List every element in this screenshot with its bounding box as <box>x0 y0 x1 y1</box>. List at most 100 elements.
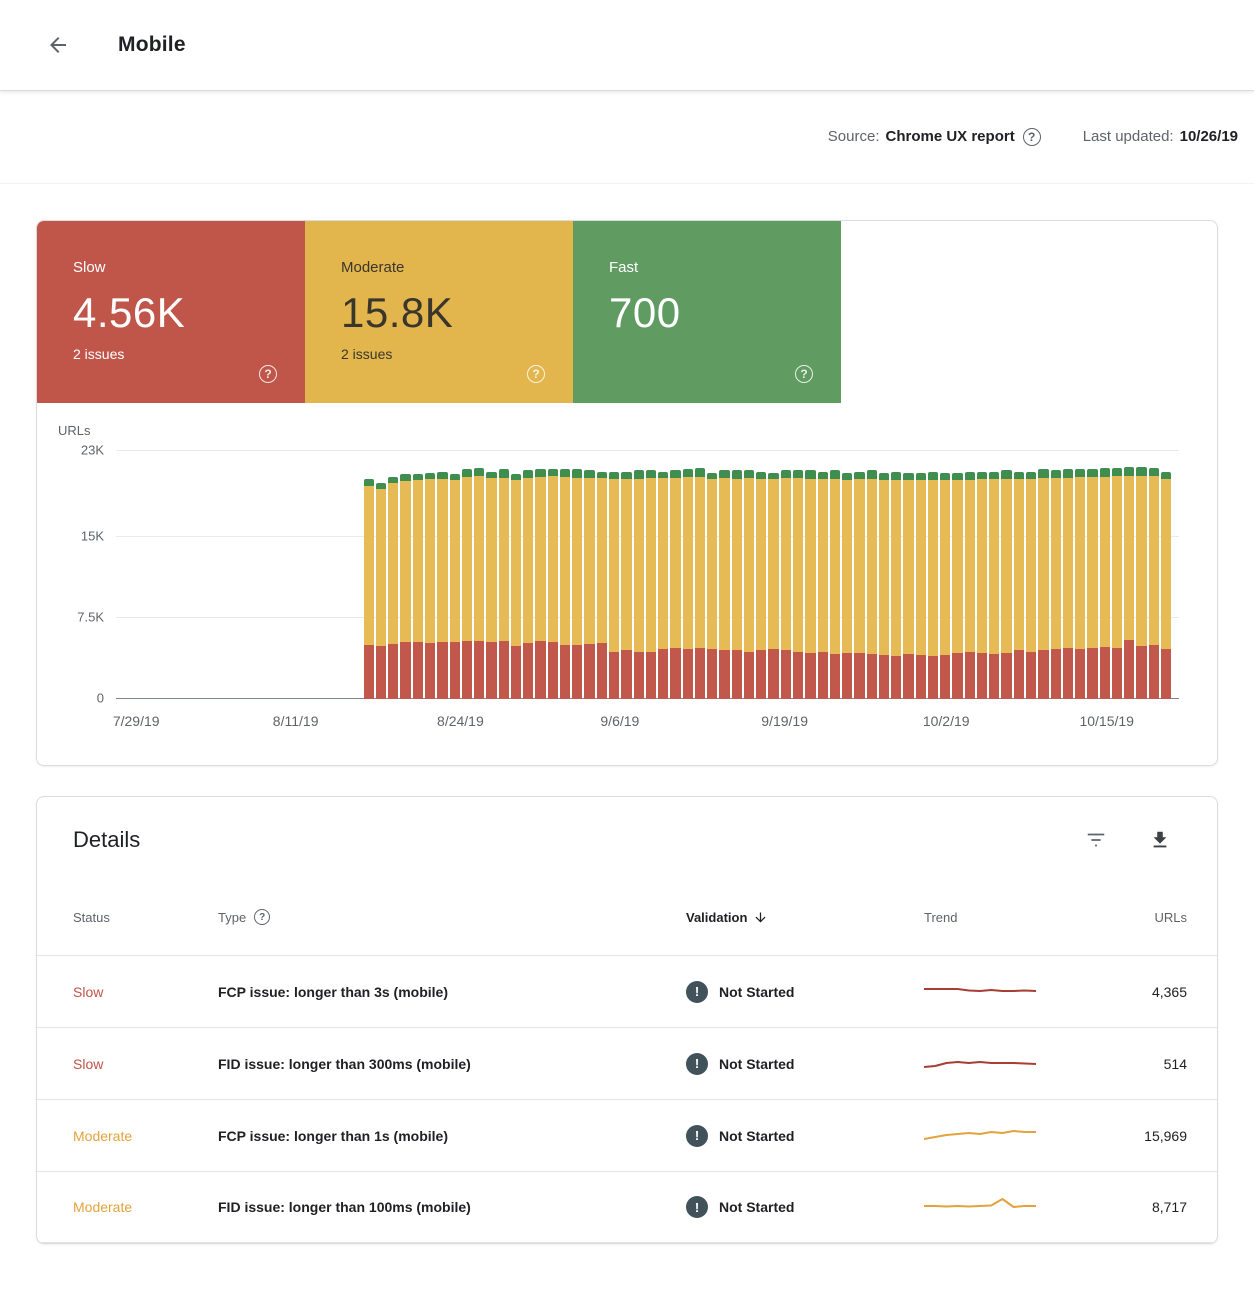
day-bar[interactable] <box>523 451 534 699</box>
type-help-icon[interactable]: ? <box>254 909 271 925</box>
day-bar[interactable] <box>412 451 423 699</box>
download-button[interactable] <box>1147 827 1173 853</box>
day-bar[interactable] <box>363 451 374 699</box>
issue-validation: ! Not Started <box>686 1052 924 1075</box>
day-bar[interactable] <box>547 451 558 699</box>
day-bar[interactable] <box>584 451 595 699</box>
day-bar[interactable] <box>1013 451 1025 699</box>
day-bar[interactable] <box>670 451 681 699</box>
filter-button[interactable] <box>1083 827 1109 853</box>
day-bar[interactable] <box>474 451 485 699</box>
issue-row[interactable]: Slow FCP issue: longer than 3s (mobile) … <box>37 955 1217 1027</box>
day-bar[interactable] <box>878 451 890 699</box>
day-bar[interactable] <box>400 451 411 699</box>
day-bar[interactable] <box>1148 451 1159 699</box>
day-bar[interactable] <box>621 451 632 699</box>
issue-url-count: 15,969 <box>1144 1127 1187 1144</box>
day-bar[interactable] <box>1001 451 1012 699</box>
day-bar[interactable] <box>437 451 448 699</box>
issue-validation: ! Not Started <box>686 980 924 1003</box>
fast-card[interactable]: Fast 700 ? <box>573 221 841 403</box>
source-help-icon[interactable]: ? <box>1022 127 1041 146</box>
day-bar[interactable] <box>682 451 693 699</box>
download-icon <box>1153 831 1167 848</box>
issue-row[interactable]: Slow FID issue: longer than 300ms (mobil… <box>37 1027 1217 1099</box>
issue-type: FCP issue: longer than 3s (mobile) <box>218 983 449 1000</box>
day-bar[interactable] <box>1124 451 1135 699</box>
day-bar[interactable] <box>510 451 522 699</box>
day-bar[interactable] <box>927 451 939 699</box>
day-bar[interactable] <box>989 451 1000 699</box>
day-bar[interactable] <box>572 451 583 699</box>
day-bar[interactable] <box>633 451 644 699</box>
moderate-card[interactable]: Moderate 15.8K 2 issues ? <box>305 221 573 403</box>
day-bar[interactable] <box>731 451 742 699</box>
day-bar[interactable] <box>891 451 902 699</box>
day-bar[interactable] <box>805 451 816 699</box>
y-axis-title: URLs <box>58 423 91 438</box>
fast-card-help-icon[interactable]: ? <box>795 365 813 383</box>
not-started-icon: ! <box>686 1124 708 1147</box>
issue-type: FCP issue: longer than 1s (mobile) <box>218 1127 449 1144</box>
day-bar[interactable] <box>461 451 473 699</box>
day-bar[interactable] <box>449 451 460 699</box>
day-bar[interactable] <box>1075 451 1086 699</box>
day-bar[interactable] <box>854 451 865 699</box>
day-bar[interactable] <box>976 451 988 699</box>
slow-card-help-icon[interactable]: ? <box>259 365 277 383</box>
day-bar[interactable] <box>1136 451 1147 699</box>
moderate-card-issues: 2 issues <box>341 346 393 363</box>
day-bar[interactable] <box>388 451 399 699</box>
day-bar[interactable] <box>780 451 791 699</box>
page-title: Mobile <box>118 33 186 56</box>
day-bar[interactable] <box>842 451 853 699</box>
day-bar[interactable] <box>1026 451 1037 699</box>
updated-group: Last updated: 10/26/19 <box>1083 128 1238 145</box>
day-bar[interactable] <box>1111 451 1123 699</box>
day-bar[interactable] <box>498 451 509 699</box>
day-bar[interactable] <box>645 451 657 699</box>
day-bar[interactable] <box>535 451 546 699</box>
day-bar[interactable] <box>792 451 804 699</box>
day-bar[interactable] <box>608 451 620 699</box>
day-bar[interactable] <box>964 451 975 699</box>
day-bar[interactable] <box>756 451 767 699</box>
day-bar[interactable] <box>903 451 914 699</box>
day-bar[interactable] <box>596 451 607 699</box>
issue-status: Slow <box>73 1055 104 1072</box>
day-bar[interactable] <box>952 451 963 699</box>
fast-card-value: 700 <box>609 289 681 336</box>
moderate-card-help-icon[interactable]: ? <box>527 365 545 383</box>
col-header-validation[interactable]: Validation <box>686 910 924 925</box>
day-bar[interactable] <box>1062 451 1074 699</box>
col-header-urls: URLs <box>1154 909 1187 925</box>
day-bar[interactable] <box>1038 451 1049 699</box>
fast-card-label: Fast <box>609 259 639 276</box>
day-bar[interactable] <box>486 451 497 699</box>
day-bar[interactable] <box>719 451 730 699</box>
details-panel: Details Status Type ? <box>36 796 1218 1244</box>
issue-type: FID issue: longer than 300ms (mobile) <box>218 1055 471 1072</box>
day-bar[interactable] <box>1160 451 1172 699</box>
day-bar[interactable] <box>658 451 669 699</box>
day-bar[interactable] <box>559 451 571 699</box>
day-bar[interactable] <box>768 451 779 699</box>
slow-card[interactable]: Slow 4.56K 2 issues ? <box>37 221 305 403</box>
day-bar[interactable] <box>1050 451 1061 699</box>
day-bar[interactable] <box>817 451 828 699</box>
day-bar[interactable] <box>743 451 755 699</box>
issue-url-count: 8,717 <box>1151 1199 1187 1215</box>
day-bar[interactable] <box>866 451 877 699</box>
day-bar[interactable] <box>829 451 841 699</box>
day-bar[interactable] <box>707 451 718 699</box>
day-bar[interactable] <box>694 451 706 699</box>
back-button[interactable] <box>38 25 78 65</box>
issue-row[interactable]: Moderate FID issue: longer than 100ms (m… <box>37 1171 1217 1243</box>
issue-row[interactable]: Moderate FCP issue: longer than 1s (mobi… <box>37 1099 1217 1171</box>
day-bar[interactable] <box>915 451 926 699</box>
day-bar[interactable] <box>375 451 387 699</box>
day-bar[interactable] <box>940 451 951 699</box>
day-bar[interactable] <box>425 451 436 699</box>
day-bar[interactable] <box>1087 451 1098 699</box>
day-bar[interactable] <box>1099 451 1110 699</box>
